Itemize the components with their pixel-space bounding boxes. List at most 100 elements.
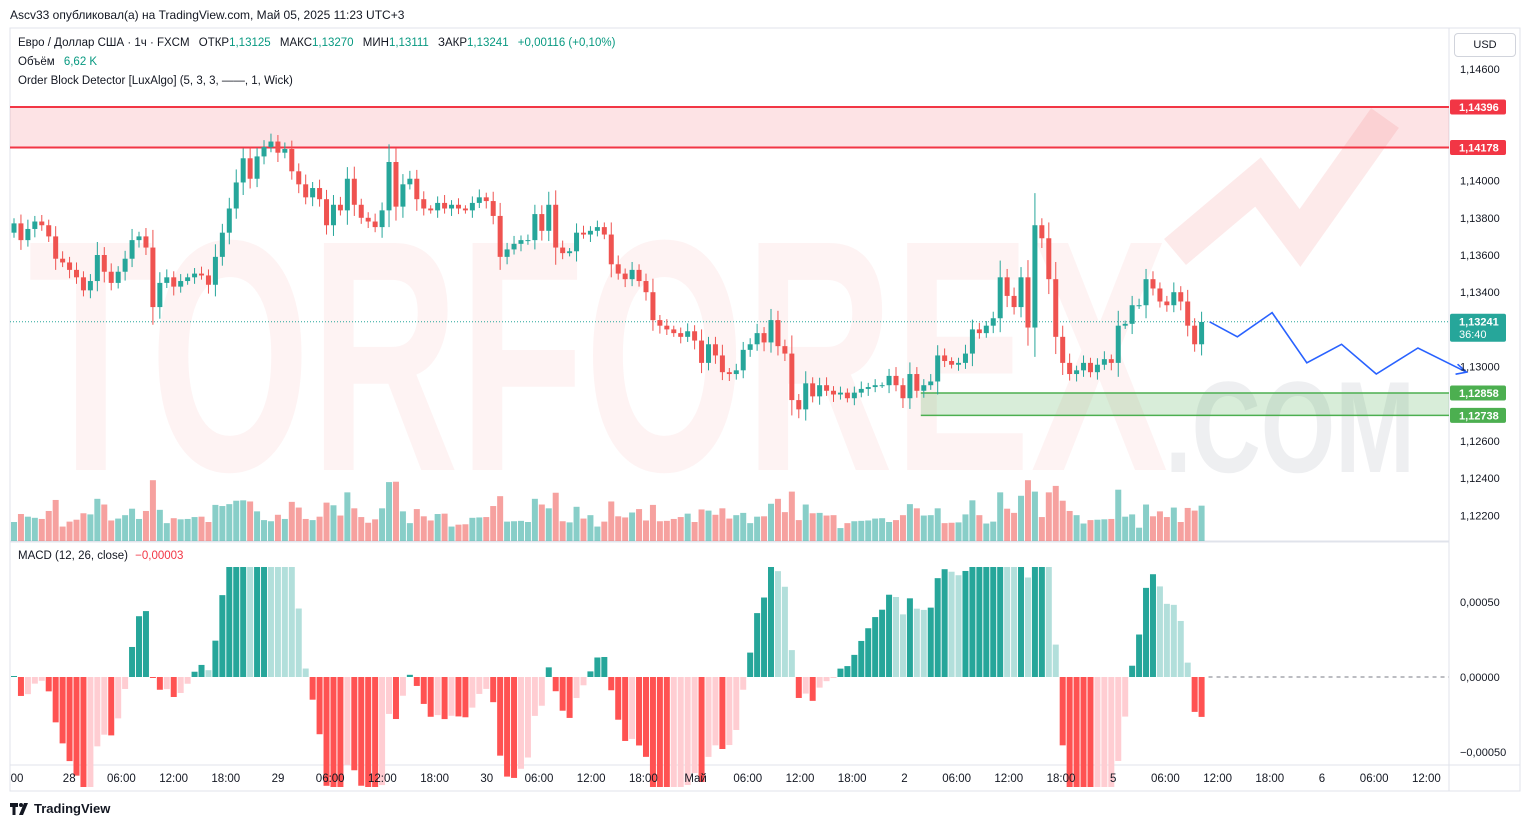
candle-body xyxy=(303,184,309,198)
volume-bar xyxy=(1101,519,1108,541)
volume-bar xyxy=(670,518,677,541)
currency-button[interactable]: USD xyxy=(1454,33,1516,57)
candle-body xyxy=(1004,277,1010,296)
volume-bar xyxy=(87,514,94,541)
macd-bar xyxy=(142,611,149,677)
volume-bar xyxy=(129,508,136,541)
candle-body xyxy=(837,392,843,395)
candle-body xyxy=(150,247,156,308)
candle-body xyxy=(574,232,580,252)
macd-bar xyxy=(392,677,399,720)
volume-bar xyxy=(622,517,629,541)
indicator-row[interactable]: Order Block Detector [LuxAlgo] (5, 3, 3,… xyxy=(18,72,615,91)
candle-body xyxy=(824,385,830,391)
symbol-name[interactable]: Евро / Доллар США · 1ч · FXCM xyxy=(18,37,190,49)
time-tick-label: 6 xyxy=(1319,773,1325,785)
volume-bar xyxy=(1011,512,1018,541)
candle-body xyxy=(11,223,17,233)
candle-body xyxy=(1199,321,1205,345)
macd-legend[interactable]: MACD (12, 26, close) −0,00003 xyxy=(18,550,183,562)
candle-body xyxy=(726,372,732,375)
macd-bar xyxy=(365,677,372,787)
candle-body xyxy=(650,292,656,321)
price-badge-label: 1,13241 xyxy=(1459,316,1499,328)
volume-bar xyxy=(684,513,691,541)
time-tick-label: 2 xyxy=(901,773,907,785)
watermark-small: .COM xyxy=(1165,354,1415,500)
macd-bar xyxy=(73,677,80,776)
volume-bar xyxy=(399,511,406,541)
candle-body xyxy=(310,188,316,198)
price-badge xyxy=(1450,385,1506,401)
macd-bar xyxy=(962,570,969,677)
macd-bar xyxy=(1108,677,1115,787)
candle-body xyxy=(1039,225,1045,239)
macd-bar xyxy=(740,677,747,690)
macd-bar xyxy=(816,677,823,688)
candle-body xyxy=(386,162,392,211)
macd-bar xyxy=(642,677,649,757)
macd-bar xyxy=(129,646,136,677)
candle-body xyxy=(60,258,66,263)
macd-bar xyxy=(406,674,413,677)
indicator-name[interactable]: Order Block Detector [LuxAlgo] (5, 3, 3,… xyxy=(18,75,293,87)
macd-bar xyxy=(976,567,983,677)
candle-body xyxy=(407,178,413,185)
volume-bar xyxy=(594,526,601,541)
volume-bar xyxy=(1149,516,1156,541)
macd-bar xyxy=(899,614,906,677)
volume-bar xyxy=(191,517,198,541)
candle-body xyxy=(935,355,941,382)
macd-axis: 0,00050 0,00000 −0,00050 xyxy=(1460,597,1506,759)
volume-row[interactable]: Объём 6,62 K xyxy=(18,53,615,72)
macd-bar xyxy=(719,677,726,750)
candle-body xyxy=(560,247,566,254)
volume-bar xyxy=(455,524,462,541)
candle-body xyxy=(1171,292,1177,306)
macd-bar xyxy=(656,677,663,787)
high-value: 1,13270 xyxy=(312,37,354,49)
time-tick-label: 06:00 xyxy=(942,773,971,785)
volume-bar xyxy=(663,520,670,541)
volume-bar xyxy=(997,492,1004,541)
macd-bar xyxy=(948,571,955,677)
volume-bar xyxy=(254,511,261,541)
volume-bar xyxy=(261,520,268,541)
time-tick-label: 18:00 xyxy=(211,773,240,785)
volume-bar xyxy=(712,514,719,541)
macd-bar xyxy=(462,677,469,718)
bearish-order-block-fill xyxy=(10,106,1449,148)
footer-brand-name: TradingView xyxy=(34,801,111,816)
macd-bar xyxy=(1136,634,1143,677)
macd-label[interactable]: MACD (12, 26, close) xyxy=(18,550,128,562)
macd-bar xyxy=(552,677,559,692)
candle-body xyxy=(1053,279,1059,337)
macd-bar xyxy=(670,677,677,787)
macd-bar xyxy=(886,594,893,677)
macd-bar xyxy=(233,567,240,677)
symbol-row[interactable]: Евро / Доллар США · 1ч · FXCM ОТКР1,1312… xyxy=(18,34,615,53)
candle-body xyxy=(1046,238,1052,280)
open-value: 1,13125 xyxy=(229,37,271,49)
macd-bar xyxy=(1018,567,1025,677)
candle-body xyxy=(18,223,24,241)
volume-bar xyxy=(566,522,573,541)
volume-bar xyxy=(740,512,747,541)
volume-bar xyxy=(837,528,844,541)
candle-body xyxy=(567,251,573,254)
candle-body xyxy=(289,148,295,172)
candle-body xyxy=(1032,225,1038,328)
candle-body xyxy=(240,158,246,183)
footer-brand[interactable]: TradingView xyxy=(10,801,110,816)
volume-bar xyxy=(80,513,87,541)
volume-bar xyxy=(386,482,393,541)
macd-bar xyxy=(441,677,448,720)
forecast-arrow[interactable] xyxy=(1209,311,1469,376)
volume-bar xyxy=(809,513,816,541)
candle-body xyxy=(136,236,142,241)
volume-bar xyxy=(1191,510,1198,541)
volume-bar xyxy=(636,509,643,541)
candle-body xyxy=(455,204,461,209)
macd-bar xyxy=(136,616,143,677)
